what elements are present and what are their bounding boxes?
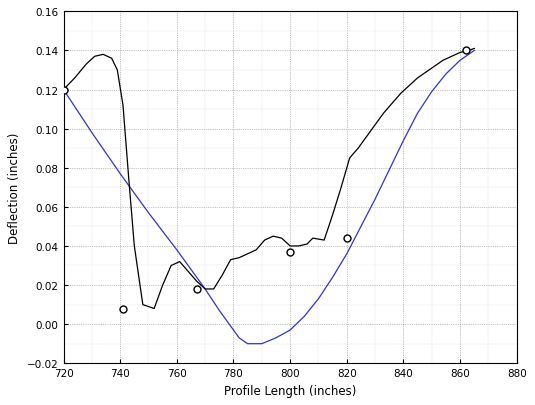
Y-axis label: Deflection (inches): Deflection (inches) bbox=[9, 132, 21, 243]
X-axis label: Profile Length (inches): Profile Length (inches) bbox=[224, 384, 356, 396]
